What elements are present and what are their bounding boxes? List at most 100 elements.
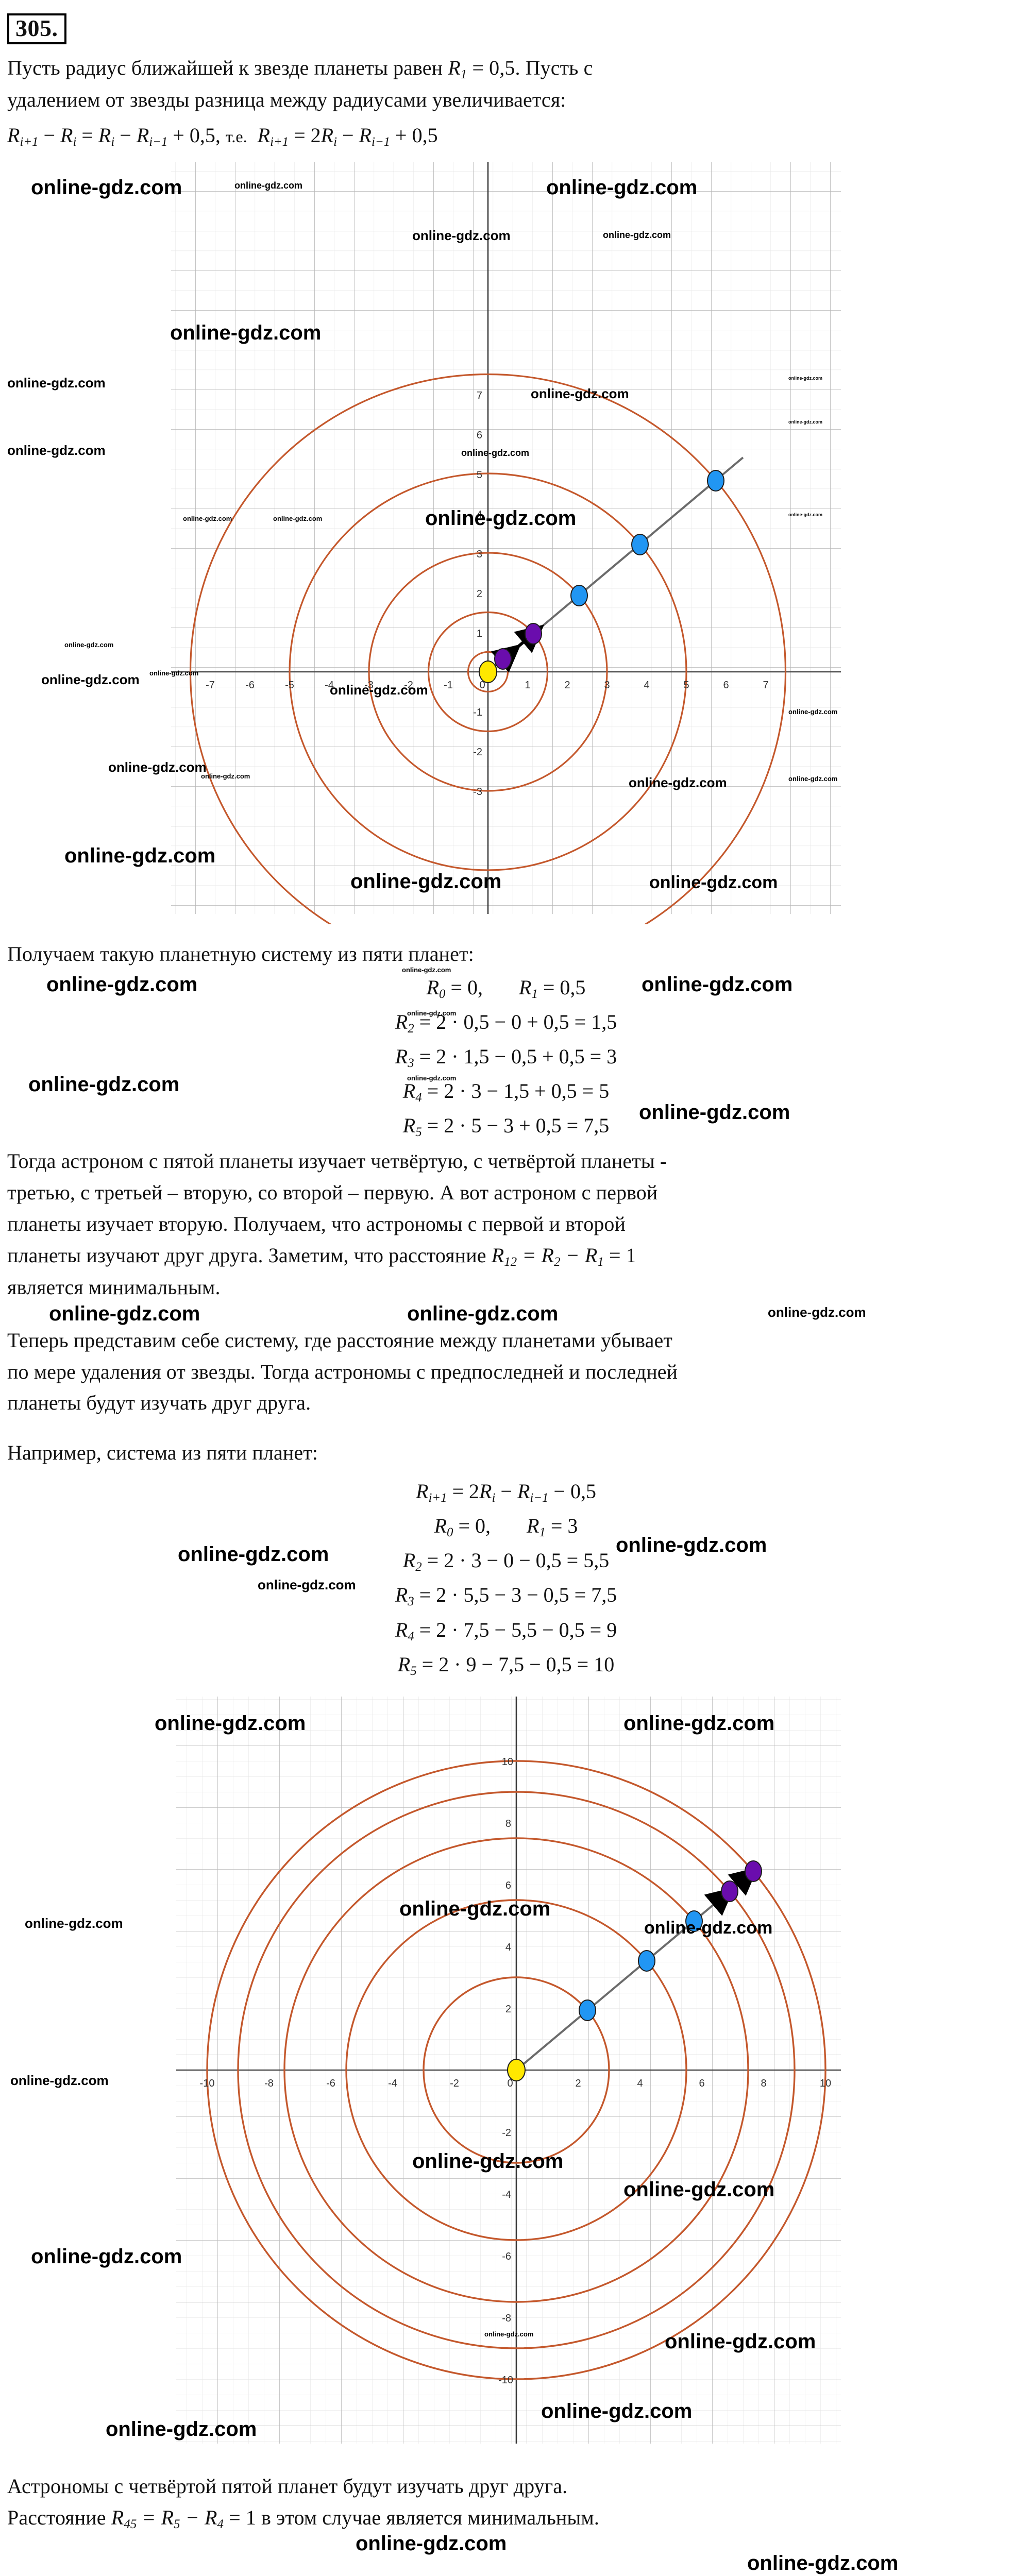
intro-text-b: = 0,5. Пусть с xyxy=(472,56,593,79)
formula-r4: R4 = 2 · 3 − 1,5 + 0,5 = 5 xyxy=(402,1079,610,1105)
distance-text-b: = 1 в этом случае является минимальным. xyxy=(229,2505,599,2529)
star-marker xyxy=(479,660,497,684)
planet-system-graph-2: -10 -8 -6 -4 -2 0 2 4 6 8 10 2 4 6 8 10 -2 -4 -6 -8 -… xyxy=(0,1684,1012,2467)
svg-text:-2: -2 xyxy=(473,747,482,758)
watermark: online-gdz.com xyxy=(10,2072,109,2088)
svg-text:6: 6 xyxy=(477,430,482,441)
task-number: 305. xyxy=(7,13,66,44)
svg-text:-1: -1 xyxy=(444,680,453,691)
explanation-text-a: планеты изучают друг друга. Заметим, что… xyxy=(7,1243,486,1267)
intro-paragraph-line2: удалением от звезды разница между радиус… xyxy=(7,88,566,112)
svg-text:4: 4 xyxy=(505,1942,511,1953)
svg-text:1: 1 xyxy=(525,680,530,691)
planet-1-marker xyxy=(579,1999,596,2021)
example-paragraph: Например, система из пяти планет: xyxy=(7,1441,318,1465)
watermark: online-gdz.com xyxy=(356,2532,507,2555)
system-intro-paragraph: Получаем такую планетную систему из пяти… xyxy=(7,942,474,966)
watermark: online-gdz.com xyxy=(49,1302,200,1325)
decreasing-system-paragraph-l3: планеты будут изучать друг друга. xyxy=(7,1391,311,1415)
recurrence-formula-2: Ri+1 = 2Ri − Ri−1 − 0,5 xyxy=(416,1480,596,1505)
formula2-r5: R5 = 2 · 9 − 7,5 − 0,5 = 10 xyxy=(397,1652,615,1678)
planet-3-marker xyxy=(685,1910,703,1932)
svg-text:2: 2 xyxy=(564,680,570,691)
svg-text:2: 2 xyxy=(505,2004,511,2015)
svg-text:0: 0 xyxy=(507,2078,513,2089)
explanation-paragraph-1-l3: планеты изучает вторую. Получаем, что ас… xyxy=(7,1212,626,1236)
svg-text:4: 4 xyxy=(477,509,482,520)
svg-text:-6: -6 xyxy=(326,2078,335,2089)
svg-text:0: 0 xyxy=(479,680,485,691)
intro-text-a: Пусть радиус ближайшей к звезде планеты … xyxy=(7,56,443,79)
formula2-r2: R2 = 2 · 3 − 0 − 0,5 = 5,5 xyxy=(402,1549,610,1574)
svg-text:-1: -1 xyxy=(473,707,482,718)
planet-3-marker xyxy=(570,585,588,607)
formula-r5: R5 = 2 · 5 − 3 + 0,5 = 7,5 xyxy=(402,1114,610,1140)
svg-text:-5: -5 xyxy=(285,680,294,691)
formula-r3: R3 = 2 · 1,5 − 0,5 + 0,5 = 3 xyxy=(395,1045,617,1071)
formula-set-2: Ri+1 = 2Ri − Ri−1 − 0,5 R0 = 0, R1 = 3 R… xyxy=(0,1476,1012,1681)
svg-text:10: 10 xyxy=(502,1756,513,1768)
intro-paragraph-line1: Пусть радиус ближайшей к звезде планеты … xyxy=(7,54,1005,83)
watermark-row-c: online-gdz.com xyxy=(0,2552,1012,2574)
formula-r0-r1: R0 = 0, R1 = 0,5 xyxy=(426,975,586,1001)
conclusion-paragraph-2-l1: Астрономы с четвёртой пятой планет будут… xyxy=(7,2474,568,2498)
planet-5-marker xyxy=(745,1860,762,1882)
svg-text:-2: -2 xyxy=(450,2078,459,2089)
svg-text:7: 7 xyxy=(763,680,768,691)
formula2-r4: R4 = 2 · 7,5 − 5,5 − 0,5 = 9 xyxy=(395,1618,617,1643)
watermark: online-gdz.com xyxy=(25,1915,123,1931)
svg-text:-2: -2 xyxy=(502,2127,511,2139)
watermark: online-gdz.com xyxy=(64,641,114,649)
svg-text:-10: -10 xyxy=(498,2375,513,2386)
planet-1-marker xyxy=(494,648,512,670)
svg-text:5: 5 xyxy=(683,680,689,691)
svg-text:8: 8 xyxy=(761,2078,766,2089)
svg-text:-3: -3 xyxy=(473,786,482,798)
svg-text:-6: -6 xyxy=(245,680,255,691)
explanation-text-b: = 1 xyxy=(609,1243,636,1267)
watermark: online-gdz.com xyxy=(407,1302,559,1325)
svg-text:7: 7 xyxy=(477,390,482,401)
star-marker xyxy=(507,2058,526,2081)
svg-text:-2: -2 xyxy=(404,680,413,691)
explanation-paragraph-1-l5: является минимальным. xyxy=(7,1276,221,1299)
svg-text:5: 5 xyxy=(477,469,482,481)
formula-r2: R2 = 2 · 0,5 − 0 + 0,5 = 1,5 xyxy=(395,1010,617,1036)
distance-text-a: Расстояние xyxy=(7,2505,106,2529)
svg-text:8: 8 xyxy=(505,1818,511,1829)
svg-text:-4: -4 xyxy=(325,680,334,691)
watermark: online-gdz.com xyxy=(41,672,140,688)
watermark-row-a: online-gdz.com online-gdz.com online-gdz… xyxy=(0,1302,1012,1325)
svg-text:10: 10 xyxy=(820,2078,831,2089)
watermark: online-gdz.com xyxy=(7,375,106,391)
svg-text:6: 6 xyxy=(699,2078,704,2089)
svg-text:-4: -4 xyxy=(388,2078,397,2089)
planet-4-marker xyxy=(631,534,649,556)
svg-text:-8: -8 xyxy=(502,2313,511,2324)
svg-text:-3: -3 xyxy=(364,680,374,691)
watermark: online-gdz.com xyxy=(7,443,106,459)
conclusion-paragraph-2-l2: Расстояние R45 = R5 − R4 = 1 в этом случ… xyxy=(7,2503,1005,2533)
svg-text:-7: -7 xyxy=(206,680,215,691)
watermark: online-gdz.com xyxy=(768,1304,866,1320)
svg-text:4: 4 xyxy=(644,680,649,691)
planet-4-marker xyxy=(721,1880,738,1902)
svg-text:-10: -10 xyxy=(200,2078,215,2089)
svg-text:6: 6 xyxy=(723,680,729,691)
svg-text:-6: -6 xyxy=(502,2251,511,2262)
planet-5-marker xyxy=(707,470,724,492)
formula-set-1: R0 = 0, R1 = 0,5 R2 = 2 · 0,5 − 0 + 0,5 … xyxy=(0,966,1012,1142)
decreasing-system-paragraph-l2: по мере удаления от звезды. Тогда астрон… xyxy=(7,1360,678,1383)
svg-text:-8: -8 xyxy=(264,2078,274,2089)
planet-2-marker xyxy=(525,623,542,645)
r12-formula: R12 = R2 − R1 xyxy=(491,1243,604,1269)
r1-symbol: R1 xyxy=(448,56,467,81)
watermark-row-b: online-gdz.com xyxy=(0,2532,1012,2555)
svg-text:2: 2 xyxy=(575,2078,581,2089)
svg-text:4: 4 xyxy=(637,2078,643,2089)
recurrence-formula-1: Ri+1 − Ri = Ri − Ri−1 + 0,5, т.е. Ri+1 =… xyxy=(7,123,438,149)
formula2-r0-r1: R0 = 0, R1 = 3 xyxy=(434,1514,578,1540)
explanation-paragraph-1-l4: планеты изучают друг друга. Заметим, что… xyxy=(7,1241,1005,1271)
graph-1-svg: -7 -6 -5 -4 -3 -2 -1 0 1 2 3 4 5 6 7 1 2 3 4 5 6 7 -1… xyxy=(171,162,841,925)
